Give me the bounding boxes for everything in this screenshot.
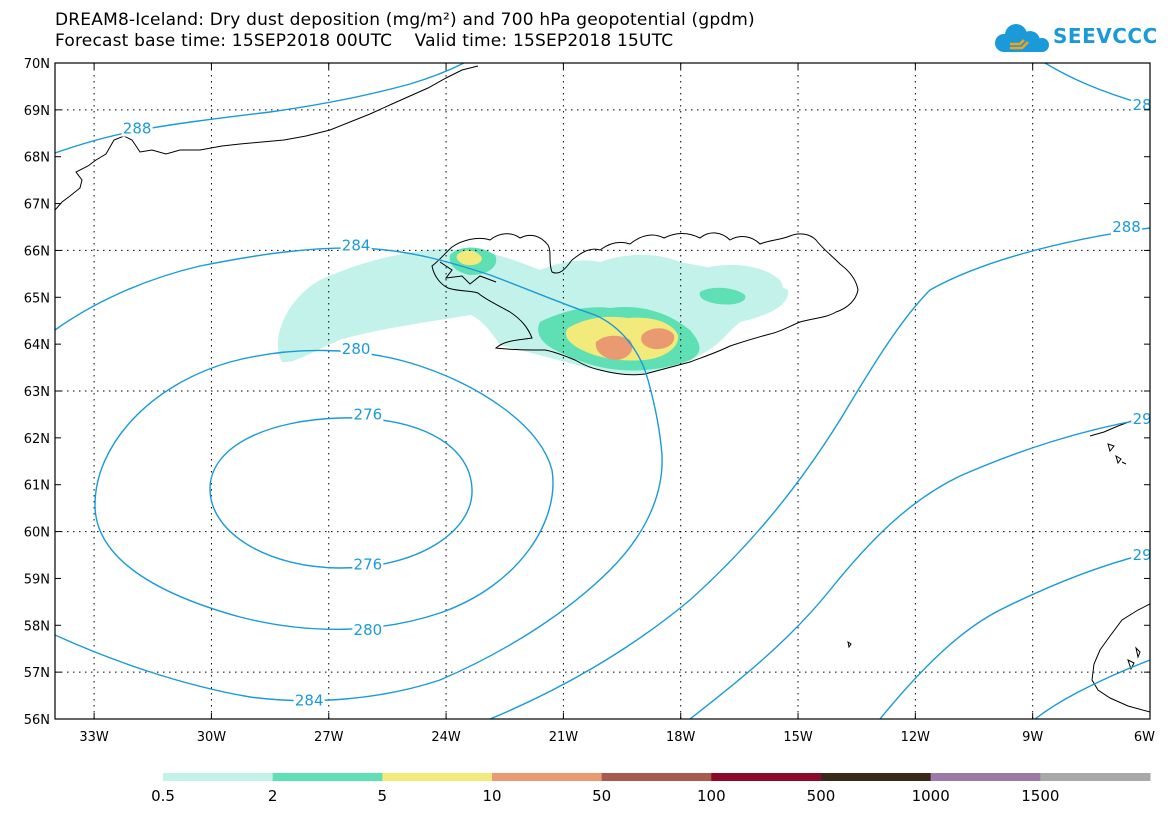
cloud-icon xyxy=(995,24,1049,52)
lon-label: 24W xyxy=(431,730,461,745)
lon-label: 27W xyxy=(314,730,344,745)
lat-label: 56N xyxy=(24,713,50,728)
colorbar-label: 100 xyxy=(697,787,726,805)
lat-label: 63N xyxy=(24,385,50,400)
contour-288-nw xyxy=(55,63,465,154)
lat-label: 68N xyxy=(24,151,50,166)
lon-label: 12W xyxy=(901,730,931,745)
lon-label: 15W xyxy=(783,730,813,745)
dust-area-10-b xyxy=(641,328,675,350)
dust-area-2-east xyxy=(699,287,746,305)
colorbar-label: 1000 xyxy=(912,787,950,805)
contour-label: 28 xyxy=(1133,96,1152,114)
contour-label-bg xyxy=(1111,217,1143,235)
contour-label: 29 xyxy=(1133,410,1152,428)
contour-label: 29 xyxy=(1133,546,1152,564)
contour-label-bg xyxy=(352,619,384,638)
shetland-orkney xyxy=(1127,646,1141,671)
westfjords-detail xyxy=(439,261,497,285)
colorbar-legend: 0.5 2 5 10 50 100 500 1000 1500 xyxy=(151,773,1151,805)
lon-label: 9W xyxy=(1022,730,1043,745)
contour-276 xyxy=(209,417,473,569)
colorbar-label: 10 xyxy=(482,787,501,805)
colorbar-swatch xyxy=(1040,773,1151,781)
contour-label-bg xyxy=(340,235,372,254)
lat-label: 66N xyxy=(24,244,50,259)
colorbar-label: 5 xyxy=(378,787,388,805)
contour-label: 288 xyxy=(123,120,152,138)
contour-label-bg xyxy=(293,690,325,709)
contour-label-bg xyxy=(1131,95,1154,114)
scotland-coast xyxy=(1091,603,1150,713)
contour-label: 276 xyxy=(354,405,383,423)
colorbar-label: 0.5 xyxy=(151,787,175,805)
axis-ticks xyxy=(55,63,1150,719)
contour-label: 284 xyxy=(295,691,324,709)
graticule xyxy=(55,63,1150,719)
contour-label-bg xyxy=(1131,409,1154,428)
colorbar-swatch xyxy=(821,773,932,781)
iceland-coastline xyxy=(431,232,859,376)
dust-deposition-field xyxy=(277,247,789,376)
contour-label-bg xyxy=(340,338,372,357)
colorbar-label: 1500 xyxy=(1021,787,1059,805)
contour-label-bg xyxy=(1131,545,1154,563)
lat-label: 61N xyxy=(24,479,50,494)
lon-label: 33W xyxy=(79,730,109,745)
contour-300 xyxy=(1034,659,1150,719)
contour-288-e xyxy=(489,227,1150,719)
contour-label-bg xyxy=(352,554,384,573)
contour-296 xyxy=(879,552,1150,719)
contour-label: 288 xyxy=(1112,218,1141,236)
dust-area-10 xyxy=(595,335,633,360)
colorbar-swatch xyxy=(711,773,822,781)
norway-islands xyxy=(1107,443,1127,465)
longitude-labels: 33W 30W 27W 24W 21W 18W 15W 12W 9W 6W xyxy=(79,730,1155,745)
logo-text: SEEVCCC xyxy=(1053,24,1158,48)
dust-area-5-north xyxy=(456,250,482,266)
geopotential-contours xyxy=(55,63,1150,719)
contour-label: 280 xyxy=(354,621,383,639)
colorbar-label: 2 xyxy=(268,787,278,805)
lat-label: 70N xyxy=(24,57,50,72)
lat-label: 64N xyxy=(24,338,50,353)
faroe-islands xyxy=(847,640,852,649)
coastlines xyxy=(55,65,1150,713)
lat-label: 57N xyxy=(24,666,50,681)
greenland-coastline xyxy=(55,65,479,211)
lon-label: 6W xyxy=(1134,730,1155,745)
lat-label: 62N xyxy=(24,432,50,447)
contour-280 xyxy=(94,349,554,631)
lat-label: 58N xyxy=(24,619,50,634)
lat-label: 65N xyxy=(24,291,50,306)
colorbar-swatch xyxy=(382,773,493,781)
colorbar-label: 500 xyxy=(807,787,836,805)
lat-label: 59N xyxy=(24,572,50,587)
contour-284 xyxy=(55,247,663,702)
contour-labels: 288 28 284 288 280 276 29 276 29 280 284 xyxy=(121,95,1154,709)
contour-292 xyxy=(689,417,1150,719)
seevccc-logo xyxy=(995,24,1049,52)
map-title-line-1: DREAM8-Iceland: Dry dust deposition (mg/… xyxy=(55,10,755,30)
contour-label: 276 xyxy=(354,555,383,573)
colorbar-swatch xyxy=(492,773,603,781)
map-title-line-2: Forecast base time: 15SEP2018 00UTC Vali… xyxy=(55,31,674,51)
lat-label: 69N xyxy=(24,104,50,119)
colorbar-swatch xyxy=(601,773,712,781)
lon-label: 21W xyxy=(549,730,579,745)
colorbar-swatch xyxy=(930,773,1041,781)
lat-label: 60N xyxy=(24,526,50,541)
colorbar-swatch xyxy=(272,773,383,781)
colorbar-label: 50 xyxy=(592,787,611,805)
lon-label: 18W xyxy=(666,730,696,745)
contour-label-bg xyxy=(121,118,153,137)
contour-label-bg xyxy=(352,404,384,423)
colorbar-swatch xyxy=(163,773,274,781)
contour-label: 284 xyxy=(342,237,371,255)
lat-label: 67N xyxy=(24,198,50,213)
lon-label: 30W xyxy=(197,730,227,745)
contour-label: 280 xyxy=(342,340,371,358)
latitude-labels: 70N 69N 68N 67N 66N 65N 64N 63N 62N 61N 60N 59N 58N 5… xyxy=(24,57,50,728)
